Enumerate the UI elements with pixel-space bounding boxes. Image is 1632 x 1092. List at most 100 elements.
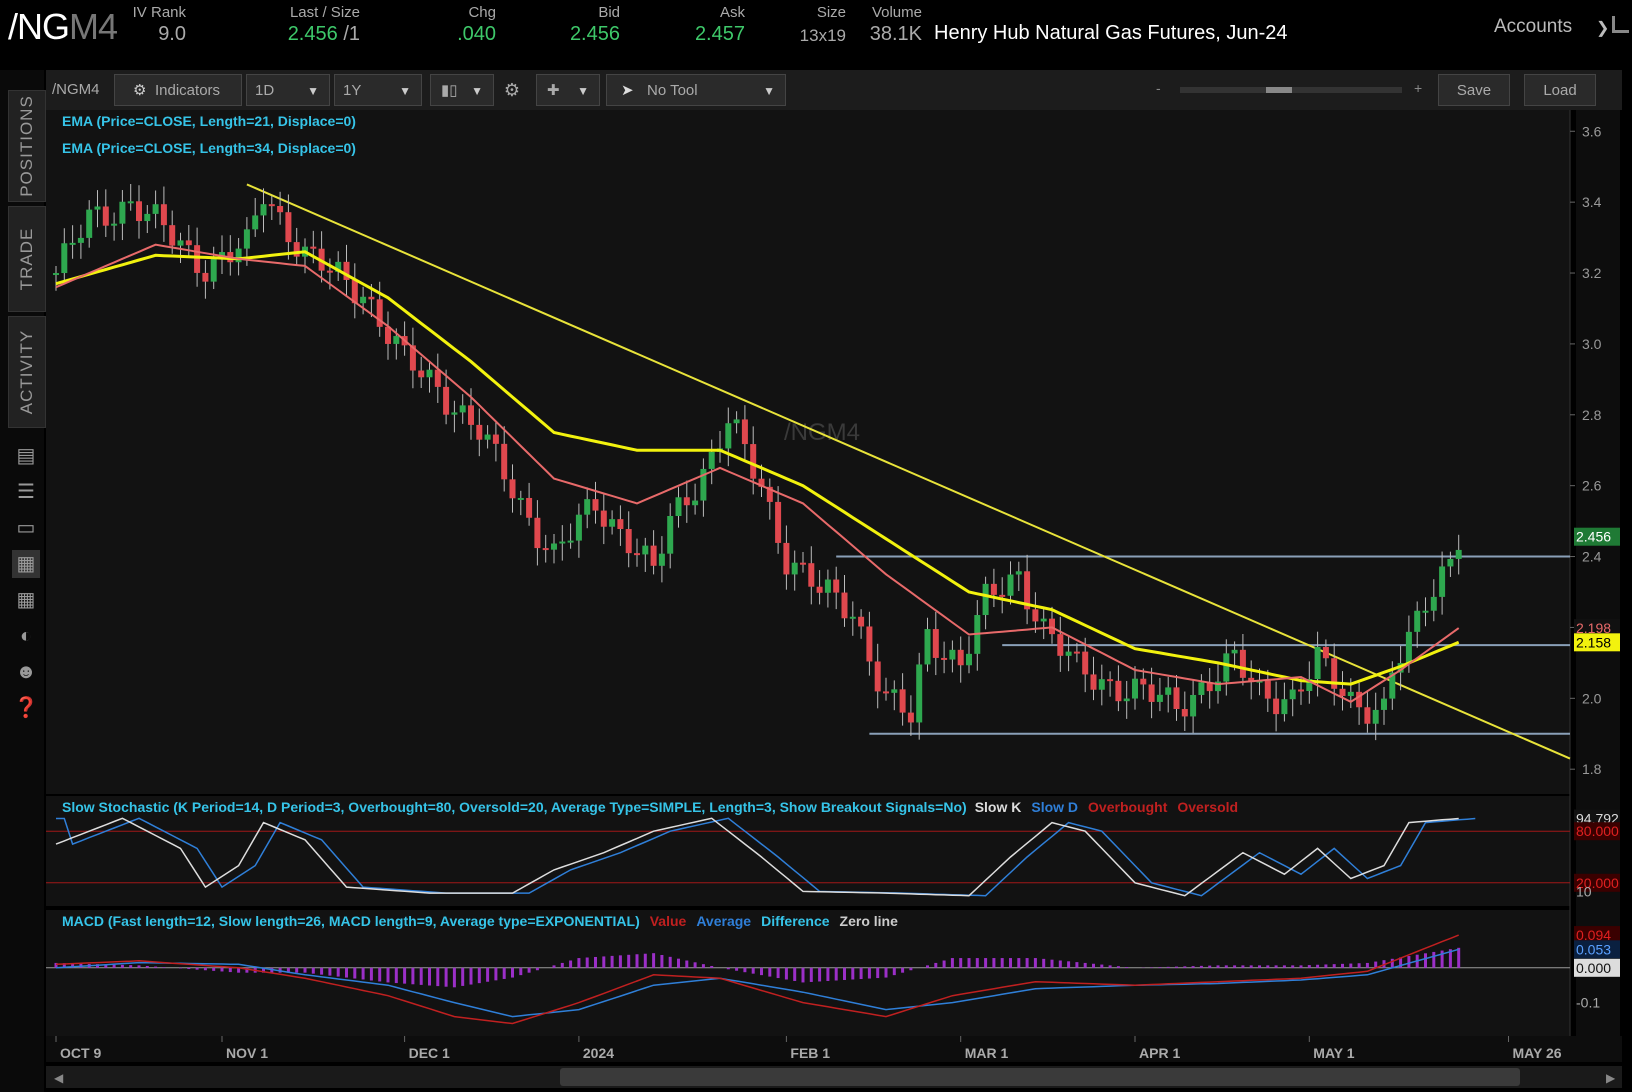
scroll-left-icon[interactable]: ◀ bbox=[54, 1071, 64, 1085]
people-icon[interactable]: ☻ bbox=[15, 661, 37, 683]
macd-zeroline-legend: Zero line bbox=[840, 913, 899, 929]
tab-positions[interactable]: POSITIONS bbox=[8, 90, 46, 202]
tv-icon[interactable]: ▭ bbox=[16, 517, 36, 539]
candle-body bbox=[53, 273, 59, 276]
candle-body bbox=[1073, 651, 1080, 654]
candle-body bbox=[1215, 681, 1221, 692]
date-tick-label: 2024 bbox=[583, 1045, 614, 1061]
zoom-slider[interactable] bbox=[1180, 87, 1402, 93]
candle-body bbox=[210, 256, 217, 282]
symbol-contract: M4 bbox=[69, 6, 118, 47]
tab-trade[interactable]: TRADE bbox=[8, 206, 46, 312]
tab-activity[interactable]: ACTIVITY bbox=[8, 316, 46, 428]
h-scrollbar-thumb[interactable] bbox=[560, 1068, 1520, 1086]
indicators-button[interactable]: ⚙ Indicators bbox=[114, 74, 242, 106]
price-tick-label: 3.2 bbox=[1582, 265, 1602, 281]
candle-body bbox=[1347, 691, 1354, 697]
candle-body bbox=[675, 497, 682, 517]
chevron-down-icon[interactable]: ❯ bbox=[1596, 20, 1610, 37]
candle-body bbox=[1389, 672, 1396, 699]
candle-body bbox=[252, 215, 259, 230]
candle-body bbox=[650, 545, 657, 566]
candle-body bbox=[999, 594, 1006, 597]
ema34-badge: 2.158 bbox=[1576, 634, 1611, 650]
interval-select[interactable]: 1D ▼ bbox=[246, 74, 330, 106]
chart-symbol[interactable]: /NGM4 bbox=[52, 81, 100, 98]
indicators-label: Indicators bbox=[155, 82, 221, 99]
monitor-icon[interactable]: ▤ bbox=[16, 445, 36, 467]
candle-body bbox=[957, 649, 964, 666]
candle-body bbox=[1281, 699, 1288, 715]
candle-body bbox=[982, 583, 989, 616]
load-button[interactable]: Load bbox=[1524, 74, 1596, 106]
price-tick-label: 2.0 bbox=[1582, 690, 1602, 706]
candle-body bbox=[468, 405, 474, 425]
candles-layer bbox=[53, 183, 1462, 741]
list-icon[interactable]: ☰ bbox=[17, 481, 35, 503]
accounts-menu[interactable]: Accounts bbox=[1494, 16, 1573, 37]
candle-body bbox=[625, 529, 632, 554]
candle-body bbox=[609, 519, 616, 527]
last-size: Last / Size 2.456 /1 bbox=[250, 4, 360, 46]
gauge-icon[interactable]: ◐ bbox=[19, 625, 33, 647]
macd-axis-label: 0.000 bbox=[1576, 960, 1611, 976]
caret-down-icon: ▼ bbox=[763, 84, 775, 98]
candle-body bbox=[1306, 679, 1313, 692]
resize-corner-icon[interactable] bbox=[1612, 16, 1629, 33]
grid-icon[interactable]: ▦ bbox=[16, 589, 36, 611]
macd-layer bbox=[46, 934, 1570, 1025]
candle-body bbox=[1148, 684, 1155, 702]
save-button[interactable]: Save bbox=[1438, 74, 1510, 106]
candle-body bbox=[907, 712, 914, 723]
candle-body bbox=[94, 206, 101, 210]
candle-body bbox=[1165, 687, 1172, 695]
caret-down-icon: ▼ bbox=[307, 84, 319, 98]
candle-body bbox=[791, 562, 798, 575]
drawing-select[interactable]: ✚ ▼ bbox=[536, 74, 600, 106]
stochastic-study-label[interactable]: Slow Stochastic (K Period=14, D Period=3… bbox=[62, 799, 1238, 815]
candle-body bbox=[841, 592, 848, 619]
symbol-title[interactable]: /NGM4 bbox=[8, 6, 118, 48]
ema21-study-label[interactable]: EMA (Price=CLOSE, Length=21, Displace=0) bbox=[62, 113, 356, 129]
price-tick-label: 2.6 bbox=[1582, 478, 1602, 494]
macd-average-line bbox=[55, 948, 1459, 1018]
candle-body bbox=[169, 225, 176, 246]
chart-settings-icon[interactable]: ⚙ bbox=[503, 80, 521, 100]
candle-body bbox=[501, 443, 508, 480]
bid-value: 2.456 bbox=[569, 23, 620, 45]
candle-body bbox=[534, 517, 541, 549]
candle-body bbox=[1015, 571, 1022, 575]
candle-body bbox=[949, 649, 956, 660]
macd-label-bg bbox=[1574, 940, 1620, 959]
zoom-slider-thumb[interactable] bbox=[1266, 87, 1292, 93]
zoom-in-button[interactable]: + bbox=[1414, 80, 1423, 96]
candle-body bbox=[816, 586, 823, 593]
stoch-axis-label: 10 bbox=[1576, 883, 1592, 899]
chart-style-select[interactable]: ▮▯ ▼ bbox=[430, 74, 494, 106]
zoom-out-button[interactable]: - bbox=[1156, 80, 1161, 96]
stochastic-panel-bg bbox=[46, 796, 1570, 906]
candle-body bbox=[1381, 698, 1387, 710]
candle-body bbox=[700, 468, 707, 501]
scroll-right-icon[interactable]: ▶ bbox=[1606, 1071, 1616, 1085]
candle-body bbox=[1115, 680, 1122, 702]
candle-body bbox=[1314, 646, 1321, 680]
candle-body bbox=[1032, 609, 1039, 622]
caret-down-icon: ▼ bbox=[399, 84, 411, 98]
help-icon[interactable]: ❓ bbox=[13, 697, 39, 719]
date-tick-label: OCT 9 bbox=[60, 1045, 101, 1061]
candle-body bbox=[351, 279, 358, 304]
range-select[interactable]: 1Y ▼ bbox=[334, 74, 422, 106]
ema34-study-label[interactable]: EMA (Price=CLOSE, Length=34, Displace=0) bbox=[62, 140, 356, 156]
instrument-description: Henry Hub Natural Gas Futures, Jun-24 bbox=[934, 22, 1288, 44]
tool-select[interactable]: ➤ No Tool ▼ bbox=[606, 74, 786, 106]
chart-toolbar: /NGM4 ⚙ Indicators 1D ▼ 1Y ▼ ▮▯ ▼ ⚙ ✚ ▼ ➤ No… bbox=[46, 70, 1622, 110]
candle-body bbox=[1339, 688, 1346, 697]
charts-icon[interactable]: ▦ bbox=[12, 550, 40, 578]
candle-body bbox=[293, 242, 300, 257]
macd-study-label[interactable]: MACD (Fast length=12, Slow length=26, MA… bbox=[62, 913, 898, 929]
price-tick-label: 3.6 bbox=[1582, 123, 1602, 139]
volume-value: 38.1K bbox=[869, 23, 922, 45]
pointer-icon: ➤ bbox=[621, 82, 634, 99]
